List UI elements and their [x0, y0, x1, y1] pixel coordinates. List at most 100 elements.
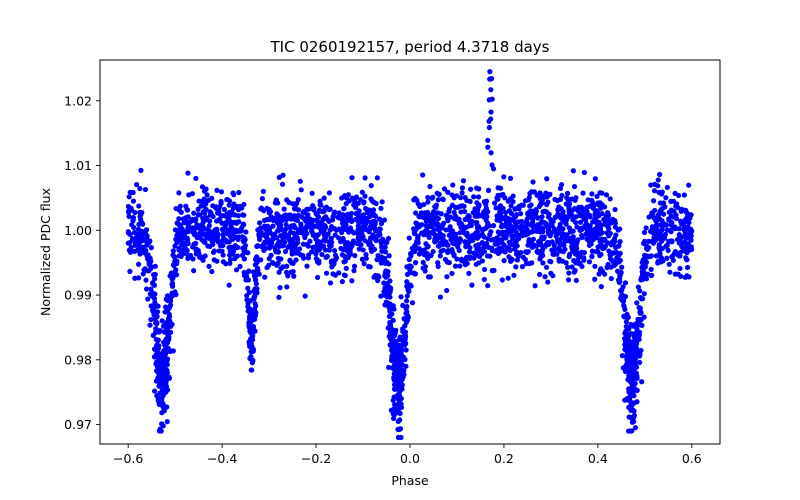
- data-point: [326, 190, 332, 196]
- data-point: [241, 269, 247, 276]
- data-point: [279, 181, 286, 187]
- data-point: [481, 242, 487, 248]
- data-point: [250, 310, 257, 316]
- data-point: [226, 282, 232, 288]
- data-point: [425, 274, 432, 280]
- data-point: [283, 269, 290, 275]
- data-point: [248, 367, 254, 373]
- data-point: [507, 175, 514, 181]
- data-point: [670, 198, 677, 204]
- data-point: [449, 270, 455, 277]
- data-point: [612, 224, 618, 230]
- data-point: [379, 248, 385, 254]
- data-point: [243, 229, 249, 235]
- data-point: [623, 319, 630, 325]
- data-point: [485, 144, 491, 150]
- data-point: [128, 244, 134, 251]
- data-point: [650, 240, 657, 246]
- data-point: [518, 211, 524, 217]
- data-point: [310, 230, 316, 236]
- data-point: [488, 116, 494, 122]
- data-point: [540, 252, 546, 258]
- data-point: [620, 365, 626, 371]
- data-point: [146, 239, 152, 246]
- data-point: [641, 291, 647, 297]
- data-point: [346, 245, 352, 251]
- data-point: [276, 227, 282, 233]
- data-point: [338, 245, 344, 252]
- data-point: [447, 224, 453, 230]
- data-point: [204, 192, 210, 198]
- data-point: [409, 300, 416, 306]
- data-point: [481, 266, 488, 273]
- data-point: [519, 202, 525, 208]
- data-point: [506, 254, 512, 260]
- data-point: [274, 262, 280, 268]
- data-point: [169, 276, 175, 282]
- data-point: [428, 252, 434, 259]
- data-point: [294, 240, 301, 246]
- data-point: [149, 264, 155, 270]
- data-point: [664, 242, 670, 248]
- data-point: [506, 244, 512, 250]
- data-point: [458, 256, 465, 262]
- data-point: [368, 196, 374, 202]
- data-point: [461, 203, 467, 209]
- data-point: [437, 253, 443, 259]
- data-point: [515, 253, 521, 260]
- data-point: [407, 282, 413, 288]
- data-point: [143, 227, 150, 233]
- data-point: [405, 315, 411, 321]
- data-point: [559, 182, 565, 188]
- data-point: [243, 273, 250, 279]
- data-point: [666, 261, 672, 267]
- data-point: [331, 247, 338, 254]
- data-point: [513, 264, 519, 270]
- data-point: [626, 414, 632, 420]
- data-point: [626, 374, 633, 380]
- x-tick-label: −0.4: [207, 451, 237, 466]
- data-point: [346, 198, 352, 204]
- data-point: [594, 193, 600, 200]
- data-point: [489, 162, 495, 168]
- data-point: [173, 267, 179, 273]
- data-point: [228, 244, 234, 250]
- data-point: [368, 183, 374, 189]
- data-point: [433, 204, 439, 211]
- data-point: [266, 210, 272, 216]
- data-point: [126, 213, 132, 220]
- data-point: [383, 302, 389, 308]
- data-point: [444, 287, 450, 294]
- data-point: [565, 264, 571, 270]
- data-point: [237, 228, 243, 234]
- data-point: [563, 217, 570, 223]
- data-point: [392, 354, 398, 361]
- y-axis-label: Normalized PDC flux: [38, 188, 53, 316]
- data-point: [368, 212, 374, 219]
- data-point: [231, 201, 237, 207]
- data-point: [598, 222, 604, 228]
- data-point: [412, 242, 418, 249]
- data-point: [257, 220, 263, 226]
- data-point: [314, 240, 321, 246]
- data-point: [173, 205, 179, 212]
- data-point: [153, 320, 159, 326]
- data-point: [533, 243, 540, 249]
- data-point: [284, 234, 290, 240]
- data-point: [451, 209, 457, 216]
- data-point: [219, 238, 225, 244]
- data-point: [170, 248, 176, 254]
- data-point: [626, 386, 632, 392]
- data-point: [390, 303, 396, 309]
- data-point: [245, 285, 251, 291]
- y-tick-label: 1.01: [64, 158, 92, 173]
- data-point: [226, 202, 232, 208]
- data-point: [578, 253, 584, 260]
- data-point: [397, 410, 403, 416]
- data-point: [389, 345, 395, 352]
- data-point: [178, 209, 184, 215]
- data-point: [635, 284, 641, 290]
- data-point: [276, 294, 282, 300]
- data-point: [343, 222, 349, 228]
- data-point: [487, 69, 493, 75]
